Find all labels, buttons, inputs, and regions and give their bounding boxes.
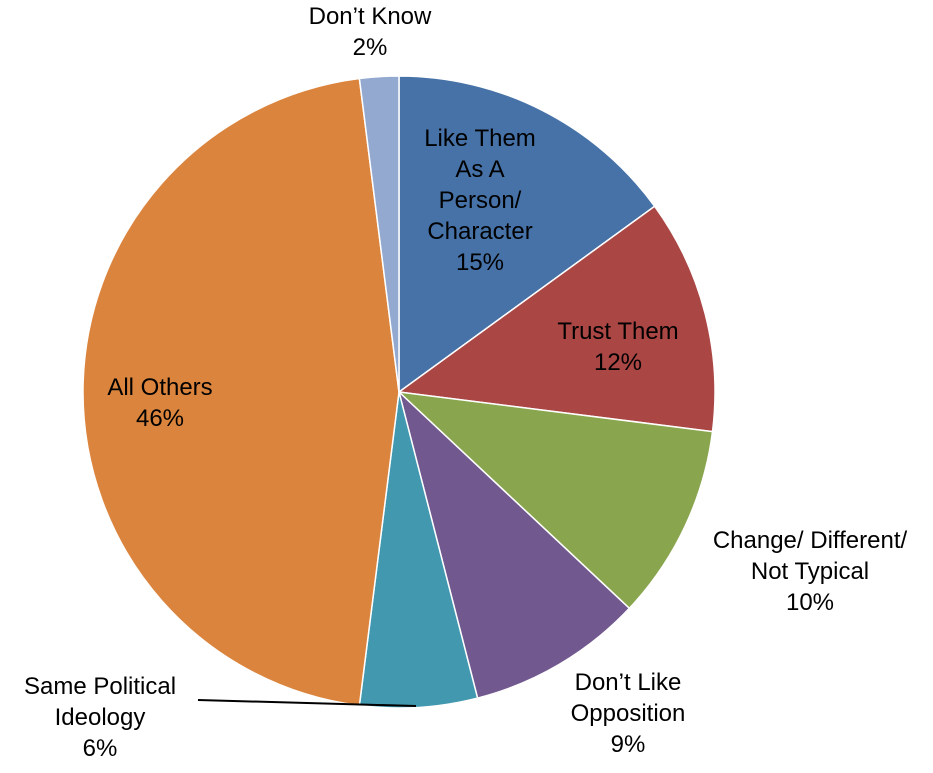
slices-layer [82,75,716,709]
pie-slice-like-them [398,75,656,394]
slice-value-label: 6% [83,735,118,762]
slice-name-label: Trust Them [557,318,678,345]
slice-name-label: Not Typical [751,558,869,585]
slice-name-label: Opposition [571,700,686,727]
slice-name-label: Character [427,218,532,245]
pie-slice-dont-know [358,75,400,393]
slice-value-label: 2% [353,34,388,61]
slice-name-label: Like Them [424,125,536,152]
slice-label-change-different: Change/ Different/Not Typical 10% [713,527,908,616]
slice-name-label: Change/ Different/ [713,527,908,554]
pie-slice-all-others [82,77,400,707]
slice-value-label: 9% [611,731,646,758]
slice-name-label: All Others [107,374,212,401]
leader-line-same-political-ideology [197,699,417,707]
pie-slice-change-different [396,390,714,610]
slice-value-label: 46% [136,405,184,432]
slice-label-dont-like: Don’t Like Opposition 9% [571,669,686,758]
pie-slice-same-political [358,391,479,709]
slice-name-label: As A [455,156,504,183]
slice-label-trust-them: Trust Them 12% [557,318,678,376]
slice-value-label: 12% [594,349,642,376]
slice-name-label: Ideology [55,704,146,731]
pie-slice-dont-like [397,389,631,699]
slice-name-label: Person/ [439,187,522,214]
slice-name-label: Don’t Know [309,3,432,30]
slice-name-label: Don’t Like [575,669,682,696]
slice-name-label: Same Political [24,673,176,700]
slice-label-all-others: All Others 46% [107,374,212,432]
slice-label-same-political: Same Political Ideology 6% [24,673,176,762]
slice-value-label: 15% [456,249,504,276]
slice-value-label: 10% [786,589,834,616]
slice-label-dont-know: Don’t Know 2% [309,3,432,61]
slice-label-like-them: Like Them As A Person/Character 15% [424,125,536,276]
leader-lines-layer [197,699,417,707]
pie-slice-trust-them [397,205,716,433]
labels-layer: Like Them As A Person/Character 15% Trust Th… [24,3,908,762]
